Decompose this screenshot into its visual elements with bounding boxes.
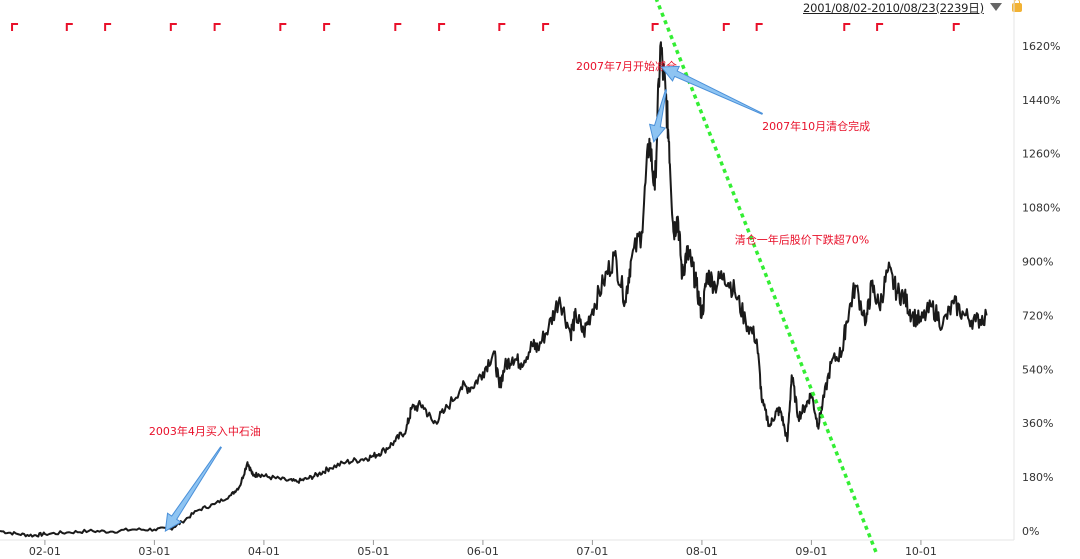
y-tick-label: 1620% bbox=[1022, 40, 1060, 53]
event-markers bbox=[11, 23, 960, 31]
x-tick-label: 08-01 bbox=[686, 545, 718, 558]
event-marker bbox=[952, 23, 960, 31]
triangle-down-icon[interactable] bbox=[990, 3, 1002, 11]
y-axis-ticks: 0% 180% 360% 540% 720% 900% 1080% 1260% 1440% 162… bbox=[1022, 40, 1060, 538]
x-tick-label: 03-01 bbox=[138, 545, 170, 558]
y-tick-label: 720% bbox=[1022, 309, 1053, 322]
x-tick-label: 07-01 bbox=[576, 545, 608, 558]
x-tick-label: 10-01 bbox=[905, 545, 937, 558]
event-marker bbox=[169, 23, 177, 31]
annotation-arrow bbox=[660, 65, 764, 115]
event-marker bbox=[651, 23, 659, 31]
event-marker bbox=[279, 23, 287, 31]
x-tick-label: 05-01 bbox=[357, 545, 389, 558]
event-marker bbox=[843, 23, 851, 31]
annotation-arrow bbox=[648, 89, 668, 143]
y-tick-label: 540% bbox=[1022, 363, 1053, 376]
event-marker bbox=[755, 23, 763, 31]
event-marker bbox=[498, 23, 506, 31]
annotation-arrow bbox=[164, 446, 223, 532]
event-marker bbox=[323, 23, 331, 31]
event-marker bbox=[213, 23, 221, 31]
price-line bbox=[0, 41, 988, 538]
x-tick-label: 02-01 bbox=[29, 545, 61, 558]
y-tick-label: 1080% bbox=[1022, 202, 1060, 215]
event-marker bbox=[394, 23, 402, 31]
x-tick-label: 09-01 bbox=[795, 545, 827, 558]
y-tick-label: 0% bbox=[1022, 525, 1039, 538]
y-tick-label: 180% bbox=[1022, 471, 1053, 484]
event-marker bbox=[542, 23, 550, 31]
annotation-label: 2007年10月清仓完成 bbox=[762, 119, 870, 133]
y-tick-label: 1260% bbox=[1022, 148, 1060, 161]
event-marker bbox=[438, 23, 446, 31]
y-tick-label: 900% bbox=[1022, 256, 1053, 269]
x-tick-label: 04-01 bbox=[248, 545, 280, 558]
event-marker bbox=[722, 23, 730, 31]
annotation-label: 2003年4月买入中石油 bbox=[149, 424, 261, 438]
event-marker bbox=[11, 23, 19, 31]
annotations: 2003年4月买入中石油 2007年7月开始减仓 2007年10月清仓完成清仓一年后… bbox=[149, 59, 870, 532]
annotation-label: 清仓一年后股价下跌超70% bbox=[735, 233, 869, 247]
event-marker bbox=[65, 23, 73, 31]
y-tick-label: 360% bbox=[1022, 417, 1053, 430]
range-label[interactable]: 2001/08/02-2010/08/23(2239日) bbox=[803, 1, 984, 15]
event-marker bbox=[876, 23, 884, 31]
x-axis-ticks: 02-01 03-01 04-01 05-01 06-01 07-01 08-01 09-01… bbox=[29, 540, 937, 558]
x-tick-label: 06-01 bbox=[467, 545, 499, 558]
annotation-label: 2007年7月开始减仓 bbox=[576, 59, 677, 73]
event-marker bbox=[104, 23, 112, 31]
y-tick-label: 1440% bbox=[1022, 94, 1060, 107]
trend-line bbox=[654, 0, 879, 556]
